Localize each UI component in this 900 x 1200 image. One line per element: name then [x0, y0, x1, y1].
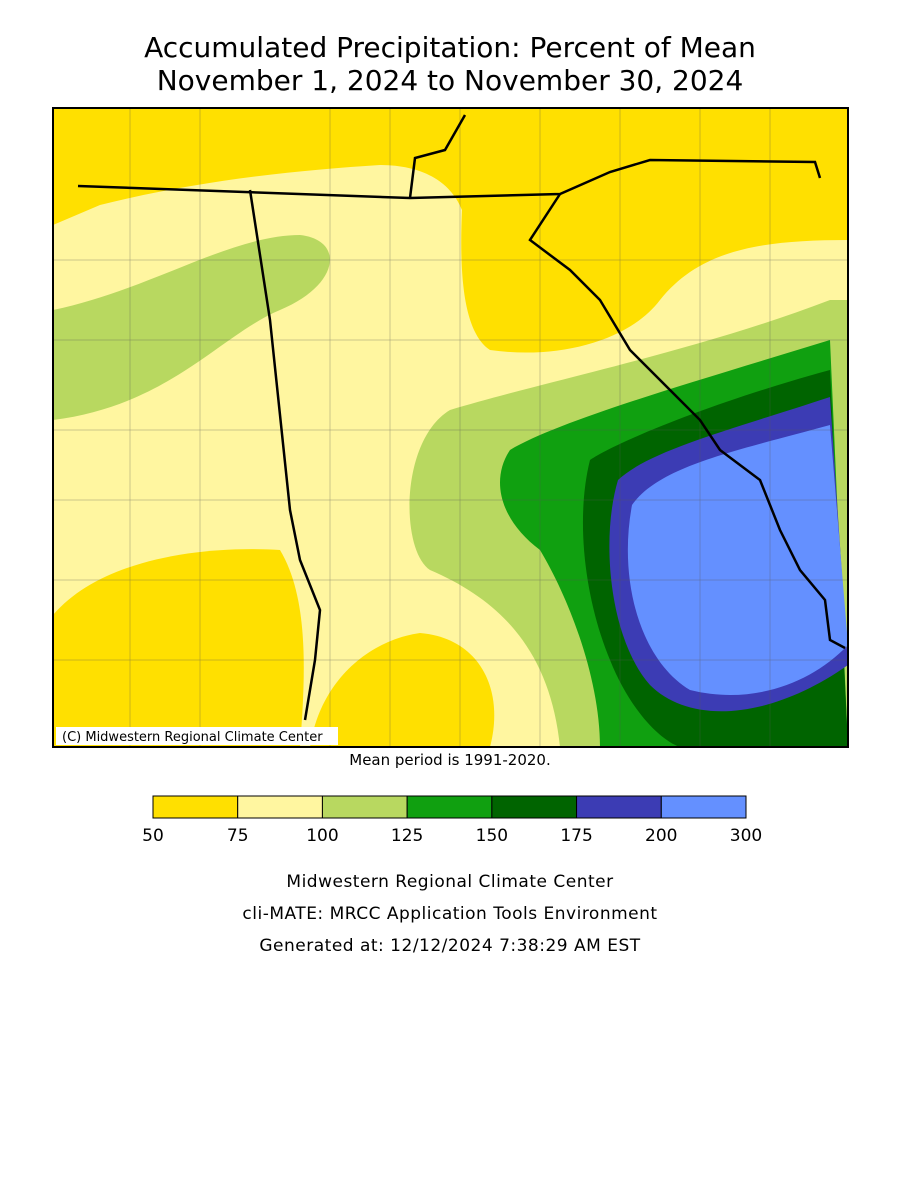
map: [53, 108, 848, 747]
map-frame: [52, 107, 849, 748]
legend-label: 75: [227, 826, 249, 846]
mean-period: Mean period is 1991-2020.: [349, 751, 550, 769]
state-border: [248, 189, 322, 721]
region-50-75: [53, 108, 848, 353]
copyright-box: [56, 727, 338, 745]
state-border: [408, 114, 467, 199]
footer-line: Midwestern Regional Climate Center: [286, 872, 613, 892]
legend: 50 75 100 125 150 175 200 300: [142, 795, 762, 846]
legend-swatch: [406, 795, 493, 819]
title-line: Accumulated Precipitation: Percent of Me…: [144, 31, 756, 64]
legend-swatch: [321, 795, 408, 819]
legend-swatch: [576, 795, 662, 819]
legend-swatch: [660, 795, 747, 819]
copyright: (C) Midwestern Regional Climate Center: [62, 730, 323, 745]
footer-line: Generated at: 12/12/2024 7:38:29 AM EST: [259, 936, 640, 956]
legend-label: 100: [306, 826, 338, 846]
state-border: [528, 193, 846, 650]
legend-label: 175: [560, 826, 592, 846]
legend-label: 50: [142, 826, 164, 846]
legend-label: 300: [730, 826, 762, 846]
county-lines: [53, 108, 848, 747]
region-100-125: [53, 235, 330, 420]
title-line: November 1, 2024 to November 30, 2024: [157, 64, 744, 97]
legend-label: 200: [645, 826, 677, 846]
region-50-75: [53, 549, 304, 747]
legend-label: 150: [476, 826, 508, 846]
legend-swatch: [491, 795, 578, 819]
legend-swatch: [237, 795, 323, 819]
legend-label: 125: [391, 826, 423, 846]
region-200-300: [627, 425, 848, 695]
footer-line: cli-MATE: MRCC Application Tools Environ…: [242, 904, 657, 924]
region-50-75: [310, 633, 495, 747]
legend-swatch: [152, 795, 239, 819]
